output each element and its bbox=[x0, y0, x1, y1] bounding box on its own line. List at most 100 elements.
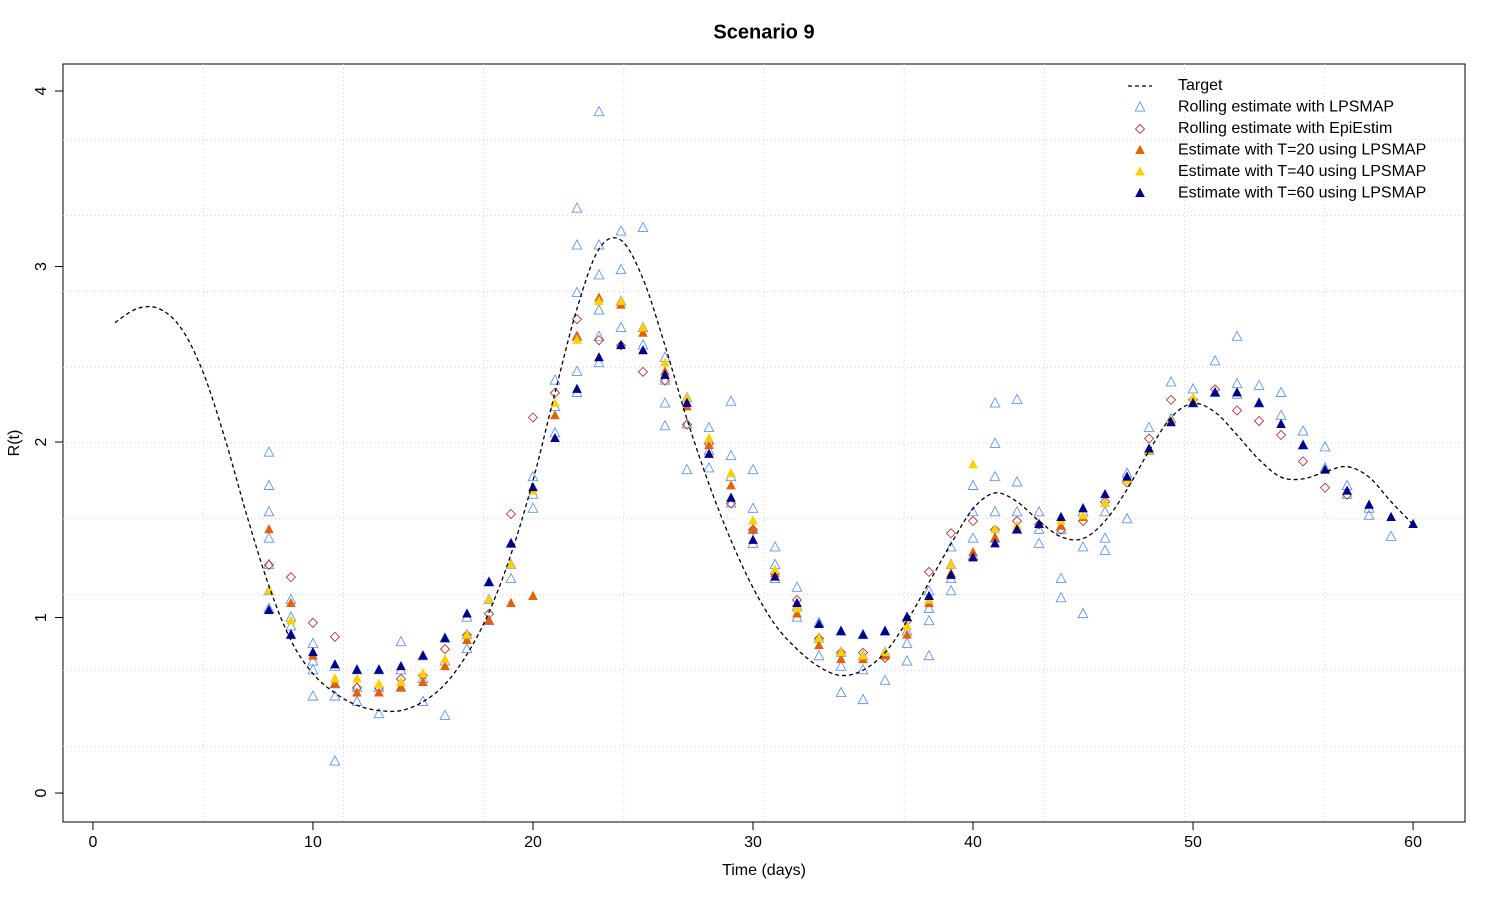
point bbox=[704, 432, 714, 443]
point bbox=[857, 693, 869, 705]
point bbox=[945, 584, 957, 596]
point bbox=[1253, 379, 1265, 390]
y-tick-label: 4 bbox=[33, 86, 50, 95]
point bbox=[1363, 509, 1375, 520]
point bbox=[593, 303, 605, 315]
point bbox=[1253, 415, 1265, 427]
point bbox=[968, 459, 978, 469]
x-tick-label: 40 bbox=[964, 834, 982, 851]
point bbox=[330, 673, 340, 683]
point bbox=[989, 437, 1001, 448]
point bbox=[462, 634, 472, 644]
point bbox=[527, 502, 539, 513]
point bbox=[946, 569, 956, 579]
point bbox=[1297, 456, 1309, 467]
point bbox=[571, 365, 583, 376]
point bbox=[593, 268, 605, 280]
legend-swatch bbox=[1135, 144, 1145, 154]
point bbox=[1319, 482, 1331, 493]
point bbox=[593, 356, 605, 368]
point bbox=[1100, 489, 1110, 499]
point bbox=[1319, 440, 1331, 452]
x-tick-label: 50 bbox=[1184, 834, 1202, 851]
point bbox=[395, 635, 407, 647]
point bbox=[747, 502, 759, 513]
point bbox=[725, 498, 737, 509]
point bbox=[748, 534, 758, 544]
point bbox=[1231, 330, 1243, 341]
point bbox=[967, 479, 979, 490]
point bbox=[571, 286, 583, 297]
point bbox=[308, 646, 318, 657]
point bbox=[1298, 439, 1308, 450]
point bbox=[726, 467, 736, 478]
point bbox=[638, 345, 648, 355]
point bbox=[484, 615, 494, 625]
point bbox=[681, 463, 693, 475]
legend-label: Target bbox=[1178, 77, 1223, 94]
point bbox=[615, 263, 627, 275]
point bbox=[1276, 418, 1286, 428]
point bbox=[263, 532, 275, 543]
point bbox=[373, 707, 385, 719]
point bbox=[968, 552, 978, 562]
point bbox=[989, 396, 1001, 408]
point bbox=[1231, 405, 1243, 416]
point bbox=[902, 629, 912, 639]
point bbox=[924, 590, 934, 600]
point bbox=[967, 532, 979, 543]
point bbox=[1033, 523, 1045, 534]
x-axis-label: Time (days) bbox=[722, 862, 806, 879]
point bbox=[307, 637, 319, 648]
x-tick-label: 20 bbox=[524, 834, 542, 851]
point bbox=[549, 374, 561, 385]
point bbox=[263, 558, 275, 569]
point bbox=[484, 594, 494, 604]
point bbox=[660, 357, 670, 367]
point bbox=[571, 238, 583, 250]
point bbox=[1232, 387, 1242, 397]
legend-swatch bbox=[1135, 187, 1145, 197]
point bbox=[1122, 471, 1132, 481]
point bbox=[946, 559, 956, 569]
point bbox=[263, 446, 275, 457]
point bbox=[858, 629, 868, 639]
point bbox=[659, 396, 671, 408]
point bbox=[704, 448, 714, 458]
point bbox=[418, 668, 428, 678]
point bbox=[615, 321, 627, 333]
point bbox=[1144, 443, 1154, 453]
point bbox=[1320, 464, 1330, 474]
point bbox=[902, 620, 912, 630]
point bbox=[550, 410, 560, 420]
point bbox=[352, 687, 362, 697]
point bbox=[659, 419, 671, 431]
series bbox=[263, 314, 1353, 693]
x-tick-label: 0 bbox=[88, 834, 97, 851]
point bbox=[1187, 382, 1199, 394]
point bbox=[989, 505, 1001, 517]
point bbox=[813, 649, 825, 661]
point bbox=[418, 676, 428, 686]
point bbox=[1011, 475, 1023, 487]
point bbox=[439, 643, 451, 655]
x-tick-label: 30 bbox=[744, 834, 762, 851]
point bbox=[593, 335, 605, 346]
point bbox=[352, 673, 362, 683]
point bbox=[1033, 537, 1045, 548]
point bbox=[1034, 518, 1044, 529]
point bbox=[638, 322, 648, 332]
y-tick-label: 0 bbox=[33, 788, 50, 797]
legend-label: Estimate with T=40 using LPSMAP bbox=[1178, 163, 1426, 180]
point bbox=[571, 202, 583, 213]
point bbox=[660, 369, 670, 379]
point bbox=[1275, 386, 1287, 397]
y-axis-label: R(t) bbox=[6, 430, 23, 457]
point bbox=[352, 664, 362, 674]
point bbox=[1011, 505, 1023, 517]
legend-label: Estimate with T=20 using LPSMAP bbox=[1178, 142, 1426, 159]
point bbox=[593, 105, 605, 117]
point bbox=[814, 632, 824, 643]
point bbox=[858, 650, 868, 660]
